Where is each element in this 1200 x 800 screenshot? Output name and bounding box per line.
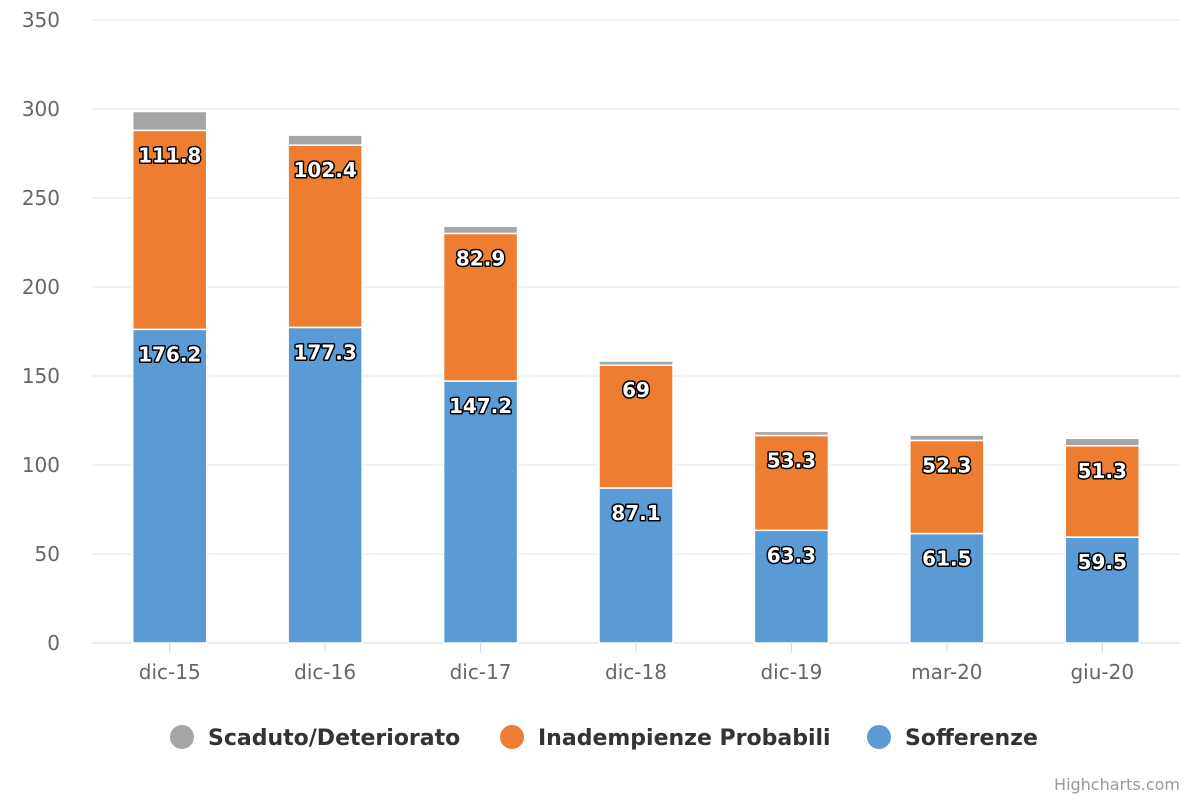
- data-label: 69: [622, 378, 650, 402]
- data-label: 59.5: [1078, 550, 1127, 574]
- bar-scaduto-deteriorato-dic-19[interactable]: [753, 430, 830, 437]
- bar-inadempienze-probabili-mar-20[interactable]: [909, 439, 985, 535]
- x-tick-label: mar-20: [911, 660, 982, 684]
- y-tick-label: 50: [35, 542, 60, 566]
- legend-item[interactable]: Scaduto/Deteriorato: [170, 725, 460, 751]
- bar-scaduto-deteriorato-dic-15[interactable]: [131, 110, 208, 132]
- x-tick-label: giu-20: [1070, 660, 1134, 684]
- bar-scaduto-deteriorato-dic-17[interactable]: [442, 225, 519, 235]
- y-tick-label: 200: [22, 275, 60, 299]
- bar-inadempienze-probabili-dic-18[interactable]: [598, 364, 674, 489]
- bar-inadempienze-probabili-dic-17[interactable]: [442, 232, 519, 382]
- bar-sofferenze-dic-16[interactable]: [287, 326, 363, 644]
- bar-scaduto-deteriorato-dic-16[interactable]: [287, 134, 363, 146]
- bar-scaduto-deteriorato-dic-18[interactable]: [598, 360, 674, 366]
- x-tick-label: dic-19: [760, 660, 822, 684]
- legend-item[interactable]: Inadempienze Probabili: [500, 725, 831, 751]
- bar-scaduto-deteriorato-mar-20[interactable]: [909, 434, 985, 442]
- y-tick-label: 150: [22, 364, 60, 388]
- bar-sofferenze-dic-19[interactable]: [753, 529, 830, 644]
- data-label: 177.3: [294, 340, 357, 364]
- data-label: 147.2: [449, 394, 512, 418]
- data-label: 61.5: [922, 547, 971, 571]
- y-tick-label: 0: [47, 631, 60, 655]
- data-label: 102.4: [294, 158, 357, 182]
- x-tick-label: dic-16: [294, 660, 356, 684]
- y-tick-label: 300: [22, 97, 60, 121]
- y-tick-label: 350: [22, 8, 60, 32]
- legend-label: Scaduto/Deteriorato: [208, 726, 460, 751]
- legend-marker-icon: [170, 725, 194, 749]
- legend-label: Inadempienze Probabili: [538, 726, 831, 751]
- data-label: 82.9: [456, 246, 505, 270]
- data-label: 87.1: [611, 501, 660, 525]
- bar-sofferenze-giu-20[interactable]: [1064, 536, 1141, 644]
- y-axis: 0 50 100 150 200 250 300 350: [22, 8, 60, 655]
- bar-inadempienze-probabili-dic-15[interactable]: [131, 129, 208, 331]
- data-label: 176.2: [138, 342, 201, 366]
- bar-sofferenze-dic-18[interactable]: [598, 487, 674, 644]
- legend[interactable]: Scaduto/Deteriorato Inadempienze Probabil…: [170, 725, 1038, 751]
- bar-inadempienze-probabili-dic-19[interactable]: [753, 434, 830, 532]
- bar-sofferenze-dic-15[interactable]: [131, 328, 208, 644]
- legend-item[interactable]: Sofferenze: [867, 725, 1038, 751]
- data-labels: 176.2 111.8 177.3 102.4 147.2 82.9 87.1 69 63.3 5…: [137, 142, 1129, 576]
- data-label: 52.3: [922, 453, 971, 477]
- bar-inadempienze-probabili-giu-20[interactable]: [1064, 445, 1141, 538]
- bar-inadempienze-probabili-dic-16[interactable]: [287, 144, 363, 329]
- bar-scaduto-deteriorato-giu-20[interactable]: [1064, 437, 1141, 447]
- data-label: 51.3: [1078, 459, 1127, 483]
- x-tick-label: dic-18: [605, 660, 667, 684]
- bars: [131, 110, 1141, 644]
- x-axis: dic-15 dic-16 dic-17 dic-18 dic-19 mar-20 giu-…: [139, 643, 1134, 684]
- credits-text[interactable]: Highcharts.com: [1054, 775, 1180, 794]
- x-tick-label: dic-15: [139, 660, 201, 684]
- y-tick-label: 100: [22, 453, 60, 477]
- legend-label: Sofferenze: [905, 726, 1038, 751]
- data-label: 111.8: [138, 143, 201, 167]
- y-tick-label: 250: [22, 186, 60, 210]
- legend-marker-icon: [867, 725, 891, 749]
- legend-marker-icon: [500, 725, 524, 749]
- data-label: 53.3: [767, 448, 816, 472]
- data-label: 63.3: [767, 543, 816, 567]
- bar-sofferenze-dic-17[interactable]: [442, 380, 519, 644]
- x-tick-label: dic-17: [450, 660, 512, 684]
